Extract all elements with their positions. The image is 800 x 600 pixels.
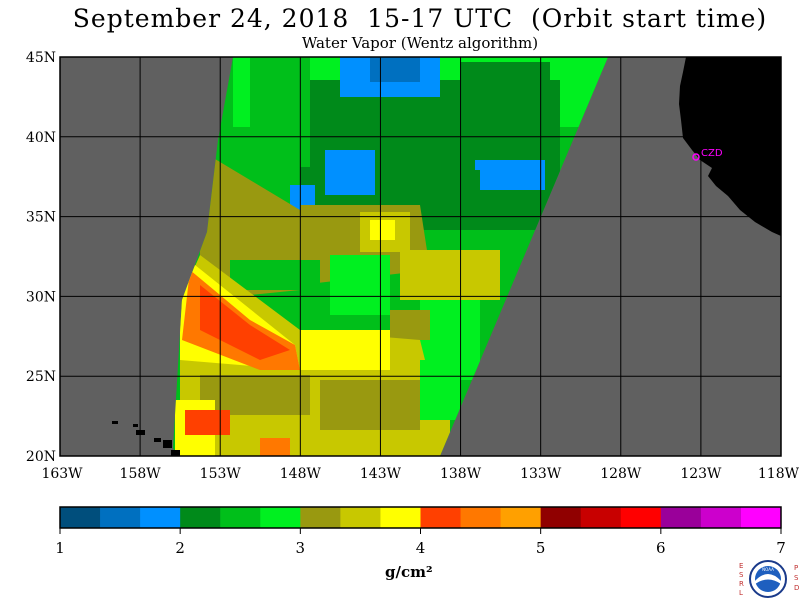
lon-tick-label: 118W (758, 466, 800, 482)
colorbar-segment (580, 507, 622, 528)
colorbar-segment (380, 507, 421, 528)
colorbar-segment (660, 507, 702, 528)
colorbar-segment (460, 507, 502, 528)
colorbar-segment (260, 507, 301, 528)
station-label: CZD (701, 148, 723, 159)
map-subtitle: Water Vapor (Wentz algorithm) (301, 34, 539, 52)
lon-tick-label: 143W (360, 466, 402, 482)
logo-center-text: NOAA (762, 567, 774, 572)
colorbar-segment (540, 507, 582, 528)
colorbar-tick-label: 2 (175, 539, 185, 557)
colorbar-tick-label: 5 (536, 539, 546, 557)
colorbar-segment (180, 507, 221, 528)
colorbar-segment (300, 507, 341, 528)
colorbar-segment (620, 507, 662, 528)
colorbar-segment (140, 507, 181, 528)
lat-tick-label: 45N (26, 50, 56, 66)
colorbar (60, 507, 782, 528)
lat-tick-label: 30N (26, 289, 56, 305)
plot-border (59, 56, 782, 457)
colorbar-tick-label: 3 (296, 539, 306, 557)
lon-tick-label: 123W (680, 466, 722, 482)
lat-tick-label: 40N (26, 130, 56, 146)
colorbar-segment (220, 507, 261, 528)
lon-tick-label: 158W (120, 466, 162, 482)
colorbar-segment (500, 507, 542, 528)
colorbar-unit-label: g/cm² (385, 563, 433, 581)
lat-tick-label: 20N (26, 449, 56, 465)
colorbar-tick-label: 4 (416, 539, 426, 557)
colorbar-segment (420, 507, 462, 528)
lat-tick-label: 25N (26, 369, 56, 385)
lon-tick-label: 148W (280, 466, 322, 482)
colorbar-segment (60, 507, 101, 528)
colorbar-tick-label: 7 (776, 539, 786, 557)
lon-tick-label: 163W (41, 466, 83, 482)
colorbar-segment (740, 507, 782, 528)
lon-tick-label: 133W (520, 466, 562, 482)
lon-tick-label: 138W (440, 466, 482, 482)
colorbar-segment (340, 507, 381, 528)
lon-tick-label: 128W (600, 466, 642, 482)
map-title: September 24, 2018 15-17 UTC (Orbit star… (72, 4, 768, 33)
lat-tick-label: 35N (26, 210, 56, 226)
station-marker (692, 153, 700, 161)
lon-tick-label: 153W (200, 466, 242, 482)
land-mass (679, 57, 781, 236)
colorbar-segment (700, 507, 742, 528)
colorbar-labels: 1 2 3 4 5 6 7 (55, 528, 786, 557)
colorbar-tick-label: 1 (55, 539, 65, 557)
colorbar-tick-label: 6 (656, 539, 666, 557)
longitude-labels: 163W 158W 153W 148W 143W 138W 133W 128W 123W 118W (41, 466, 799, 482)
colorbar-segment (100, 507, 141, 528)
latitude-labels: 45N 40N 35N 30N 25N 20N (26, 50, 56, 465)
